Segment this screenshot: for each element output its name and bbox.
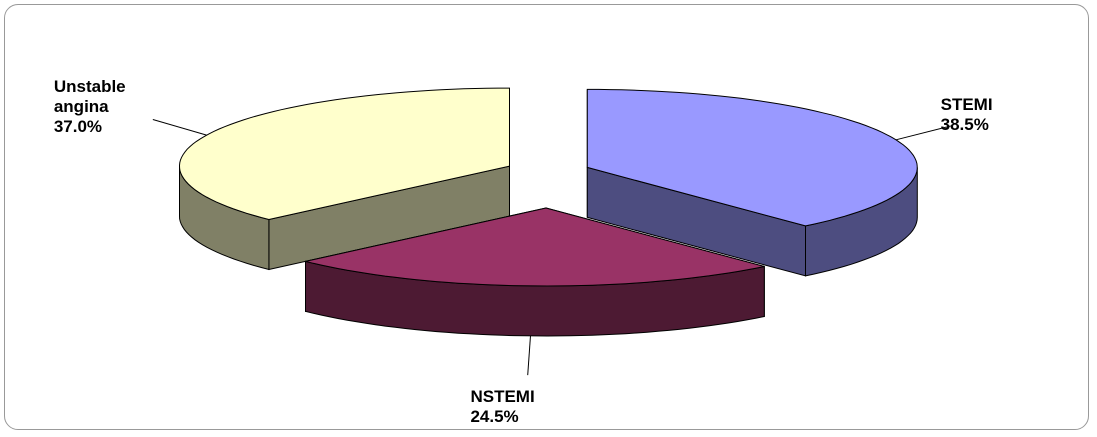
value-label: 24.5% bbox=[470, 407, 519, 427]
category-label: Unstable angina bbox=[53, 76, 126, 116]
slice-label: NSTEMI 24.5% bbox=[470, 387, 580, 427]
slice-label: STEMI 38.5% bbox=[941, 95, 1051, 135]
value-label: 37.0% bbox=[53, 116, 103, 136]
slice-label: Unstable angina 37.0% bbox=[54, 77, 164, 137]
slice bbox=[305, 207, 765, 287]
category-label: NSTEMI bbox=[470, 387, 535, 407]
chart-frame bbox=[4, 4, 1089, 430]
slice bbox=[178, 87, 510, 221]
leader-line bbox=[895, 125, 951, 141]
value-label: 38.5% bbox=[940, 114, 989, 134]
leader-line bbox=[152, 119, 207, 136]
category-label: STEMI bbox=[940, 94, 993, 114]
leader-line bbox=[527, 335, 531, 376]
